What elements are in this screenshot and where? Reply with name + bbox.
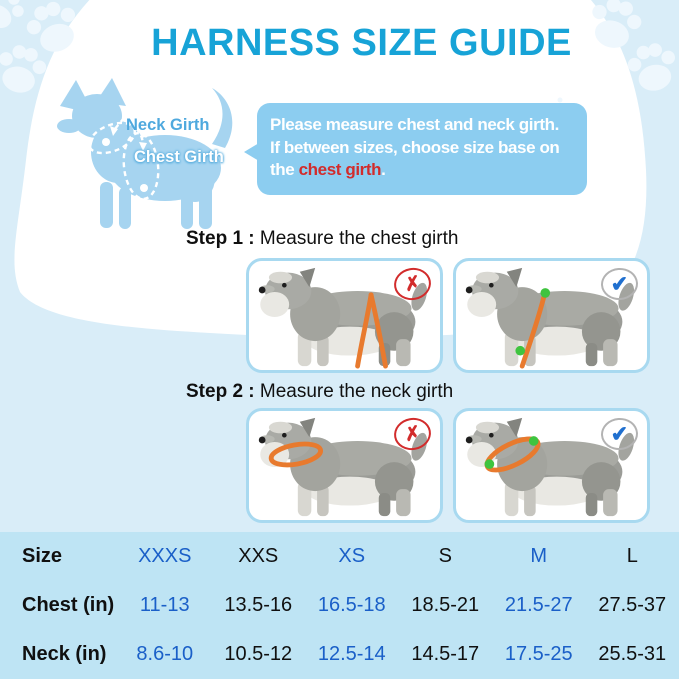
page-title: HARNESS SIZE GUIDE [151,22,572,64]
neck-s: 14.5-17 [411,643,480,665]
chest-l: 27.5-37 [598,594,667,616]
dog-measurement-diagram: Neck Girth Chest Girth [52,76,242,234]
step-1-label: Step 1 : Measure the chest girth [186,228,459,249]
note-line-3: the chest girth. [270,160,386,180]
note-line-1: Please measure chest and neck girth. [270,115,559,134]
neck-xxxs: 8.6-10 [136,643,194,665]
measuring-tape [519,288,548,369]
dog-photo-wrong-chest [258,267,428,369]
note-line-2: If between sizes, choose size base on [270,137,560,157]
neck-xs: 12.5-14 [317,643,386,665]
step2-wrong-photo: ✗ [246,408,443,523]
step1-correct-photo: ✔ [453,258,650,373]
chest-girth-highlight: chest girth [298,160,382,180]
dotted-arc-right [585,21,608,239]
measure-note-bubble: Please measure chest and neck girth. If … [244,103,587,195]
chest-s: 18.5-21 [411,594,480,616]
chest-m: 21.5-27 [504,594,573,616]
step1-wrong-photo: ✗ [246,258,443,373]
chest-xxxs: 11-13 [139,594,190,616]
table-row-label-neck: Neck (in) [22,643,107,665]
size-col-xs: XS [338,545,366,567]
chest-girth-label: Chest Girth [134,148,224,166]
chest-xs: 16.5-18 [317,594,386,616]
step-2-label: Step 2 : Measure the neck girth [186,381,454,402]
measuring-tape [355,292,388,369]
size-col-s: S [438,545,452,567]
size-col-xxxs: XXXS [138,545,192,567]
dog-photo-wrong-neck [258,417,428,517]
chihuahua-illustration [57,78,233,229]
step2-correct-photo: ✔ [453,408,650,523]
size-col-xxs: XXS [238,545,279,567]
size-col-m: M [530,545,548,567]
neck-m: 17.5-25 [504,643,573,665]
neck-xxs: 10.5-12 [224,643,293,665]
table-row-label-chest: Chest (in) [22,594,115,616]
size-col-l: L [626,545,638,567]
size-table: Size XXXS XXS XS S M L Chest (in) 11-13 … [0,532,679,679]
dotted-arc-left [191,11,238,267]
table-row-label-size: Size [22,545,63,567]
dog-photo-correct-neck [465,417,635,517]
marker-dots [484,436,539,469]
chest-xxs: 13.5-16 [224,594,293,616]
marker-dots [515,288,551,356]
neck-l: 25.5-31 [598,643,667,665]
neck-girth-label: Neck Girth [126,116,210,134]
measuring-tape [268,441,324,468]
dog-photo-correct-chest [465,267,635,369]
